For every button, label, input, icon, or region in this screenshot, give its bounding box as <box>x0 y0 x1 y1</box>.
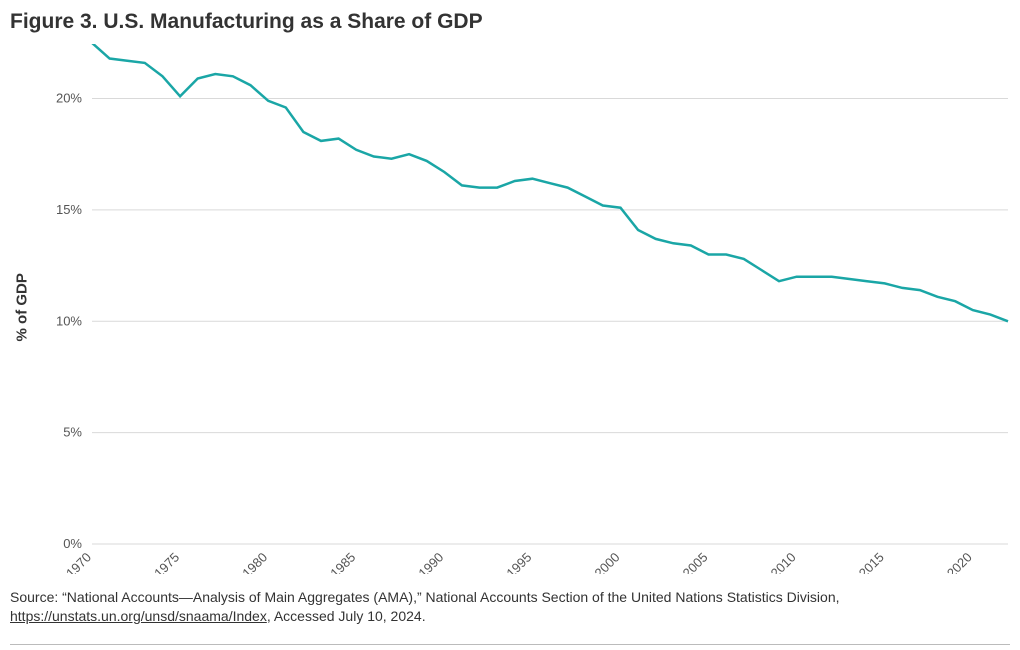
x-tick-label: 1990 <box>415 550 446 574</box>
y-axis-label: % of GDP <box>14 273 31 341</box>
y-tick-label: 20% <box>56 91 82 106</box>
series-line <box>92 44 1008 321</box>
y-tick-label: 5% <box>63 425 82 440</box>
x-tick-label: 1995 <box>503 550 534 574</box>
footnote-suffix: , Accessed July 10, 2024. <box>267 608 426 624</box>
x-tick-label: 2000 <box>592 550 623 574</box>
chart-container: % of GDP 0% 5% 10% 15% 20% 1970 1975 1980 1985 19… <box>10 44 1010 574</box>
line-chart: 0% 5% 10% 15% 20% 1970 1975 1980 1985 1990 1995 200… <box>10 44 1010 574</box>
chart-source-footnote: Source: “National Accounts—Analysis of M… <box>10 588 1010 626</box>
figure-title: Figure 3. U.S. Manufacturing as a Share … <box>10 10 1010 34</box>
y-tick-label: 0% <box>63 536 82 551</box>
bottom-divider <box>10 644 1010 645</box>
x-tick-label: 1980 <box>239 550 270 574</box>
x-tick-label: 1970 <box>63 550 94 574</box>
footnote-prefix: Source: “National Accounts—Analysis of M… <box>10 589 840 605</box>
x-tick-label: 2010 <box>768 550 799 574</box>
x-tick-label: 2020 <box>944 550 975 574</box>
y-tick-label: 10% <box>56 313 82 328</box>
x-tick-label: 2005 <box>680 550 711 574</box>
y-tick-label: 15% <box>56 202 82 217</box>
x-tick-label: 2015 <box>856 550 887 574</box>
x-tick-label: 1985 <box>327 550 358 574</box>
x-tick-label: 1975 <box>151 550 182 574</box>
footnote-source-link[interactable]: https://unstats.un.org/unsd/snaama/Index <box>10 608 267 624</box>
